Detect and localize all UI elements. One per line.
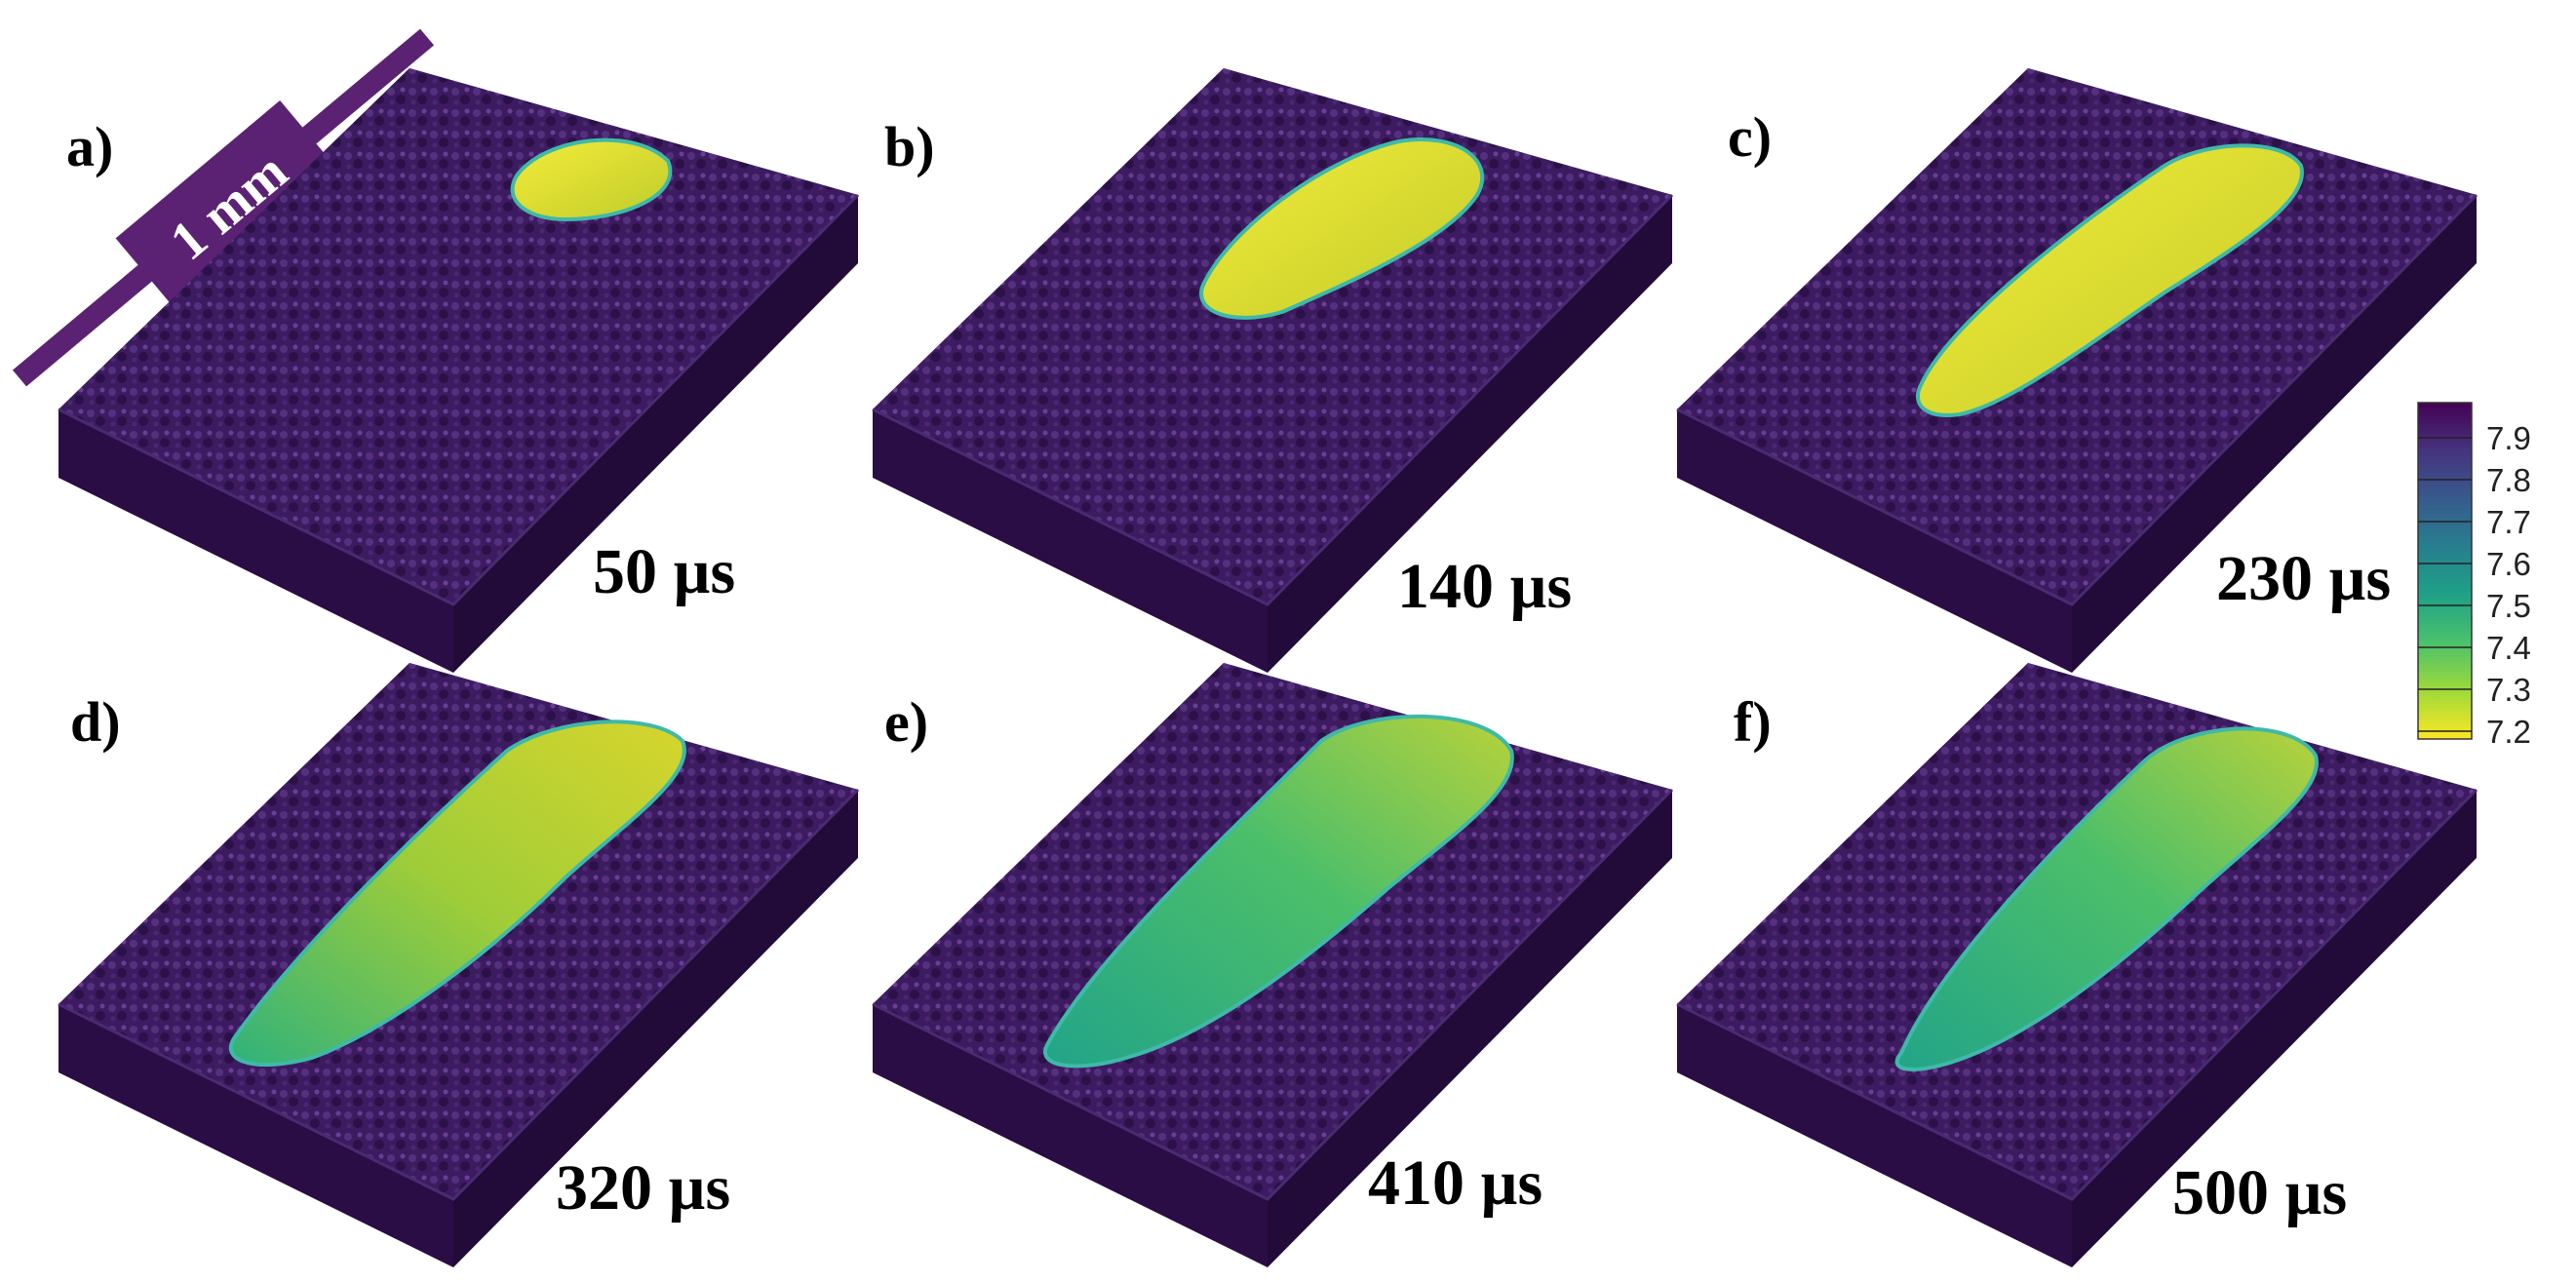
melt-pool [510, 137, 673, 222]
melt-pool [1894, 726, 2319, 1071]
colorbar-tick-label: 7.5 [2486, 588, 2531, 624]
panel-letter: a) [66, 115, 113, 178]
panel-letter: d) [70, 690, 121, 754]
panel-f: f) 500 µs [1675, 661, 2478, 1269]
colorbar-tick-label: 7.8 [2486, 462, 2531, 498]
colorbar-tick-label: 7.7 [2486, 504, 2531, 540]
melt-pool [1915, 143, 2304, 417]
colorbar-tick-label: 7.9 [2486, 420, 2531, 456]
time-label: 50 µs [593, 536, 735, 607]
time-label: 500 µs [2172, 1157, 2347, 1228]
colorbar-gradient [2417, 402, 2473, 740]
powder-bed-block [57, 66, 860, 675]
time-label: 140 µs [1397, 551, 1572, 622]
colorbar: 7.9 7.8 7.7 7.6 7.5 7.4 7.3 7.2 [2417, 402, 2531, 750]
melt-pool [228, 719, 686, 1068]
colorbar-tick-label: 7.2 [2486, 714, 2531, 750]
time-label: 230 µs [2216, 543, 2391, 614]
panel-c: c) 230 µs [1675, 66, 2478, 675]
panel-a: a) 50 µs [57, 66, 860, 675]
melt-pool [1043, 714, 1514, 1069]
panel-letter: b) [884, 115, 935, 178]
panel-e: e) 410 µs [871, 661, 1674, 1269]
time-label: 410 µs [1368, 1147, 1542, 1219]
panel-letter: f) [1734, 690, 1772, 754]
panel-letter: c) [1728, 105, 1772, 169]
panel-d: d) 320 µs [57, 661, 860, 1269]
melt-pool [1199, 137, 1485, 320]
panel-b: b) 140 µs [871, 66, 1674, 675]
colorbar-tick-label: 7.6 [2486, 546, 2531, 582]
colorbar-tick-label: 7.4 [2486, 630, 2531, 666]
colorbar-tick-label: 7.3 [2486, 672, 2531, 708]
colorbar-ticks [2418, 437, 2472, 732]
panel-letter: e) [884, 690, 928, 754]
time-label: 320 µs [556, 1152, 730, 1224]
